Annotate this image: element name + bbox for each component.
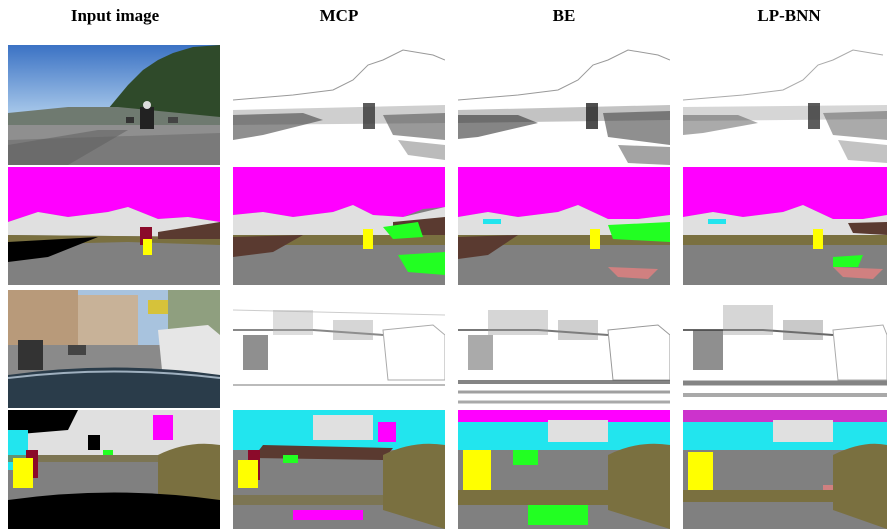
header-input-image: Input image xyxy=(70,6,160,25)
row2-lpbnn-segmentation xyxy=(683,167,887,285)
row4-be-segmentation xyxy=(458,410,670,529)
row4-ground-truth-segmentation xyxy=(8,410,220,529)
row2-be-segmentation xyxy=(458,167,670,285)
row1-be-uncertainty xyxy=(458,45,670,165)
row1-lpbnn-uncertainty xyxy=(683,45,887,165)
row3-mcp-uncertainty xyxy=(233,290,445,408)
header-be: BE xyxy=(552,6,576,25)
row3-be-uncertainty xyxy=(458,290,670,408)
row4-mcp-segmentation xyxy=(233,410,445,529)
row3-input-photo xyxy=(8,290,220,408)
header-lp-bnn: LP-BNN xyxy=(757,6,821,25)
row4-lpbnn-segmentation xyxy=(683,410,887,529)
header-mcp: MCP xyxy=(319,6,359,25)
row2-ground-truth-segmentation xyxy=(8,167,220,285)
row1-mcp-uncertainty xyxy=(233,45,445,165)
row1-input-photo xyxy=(8,45,220,165)
row3-lpbnn-uncertainty xyxy=(683,290,887,408)
row2-mcp-segmentation xyxy=(233,167,445,285)
